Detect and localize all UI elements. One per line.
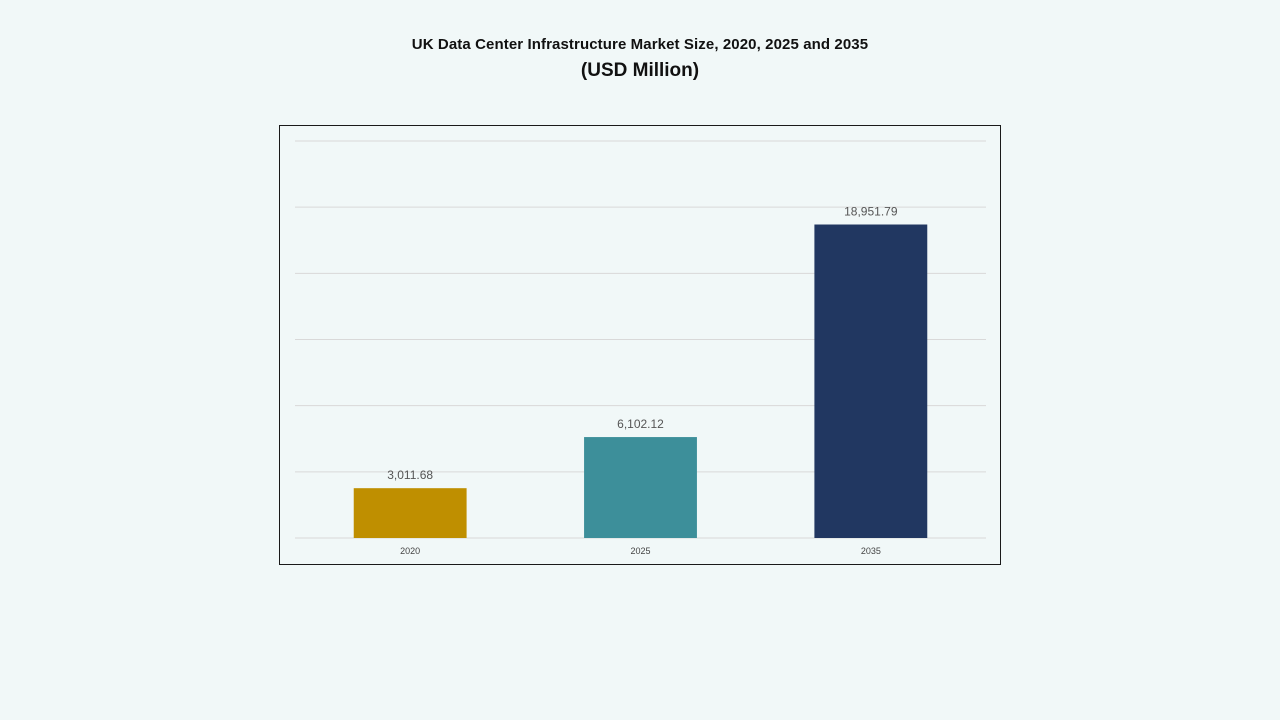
bar-2035: [814, 224, 928, 538]
chart-frame: 3,011.68 2020 6,102.12 2025 18,951.79 2035: [279, 125, 1001, 565]
data-label-2020: 3,011.68: [387, 468, 433, 482]
bar-chart: 3,011.68 2020 6,102.12 2025 18,951.79 2035: [295, 140, 986, 556]
bar-2025: [584, 437, 697, 538]
bar-2020: [353, 488, 467, 538]
x-tick-label-2025: 2025: [630, 546, 650, 556]
x-tick-label-2035: 2035: [861, 546, 881, 556]
data-label-2025: 6,102.12: [617, 417, 664, 431]
chart-subtitle: (USD Million): [580, 60, 700, 81]
x-tick-label-2020: 2020: [400, 546, 420, 556]
chart-title: UK Data Center Infrastructure Market Siz…: [411, 36, 869, 53]
data-label-2035: 18,951.79: [844, 205, 898, 219]
